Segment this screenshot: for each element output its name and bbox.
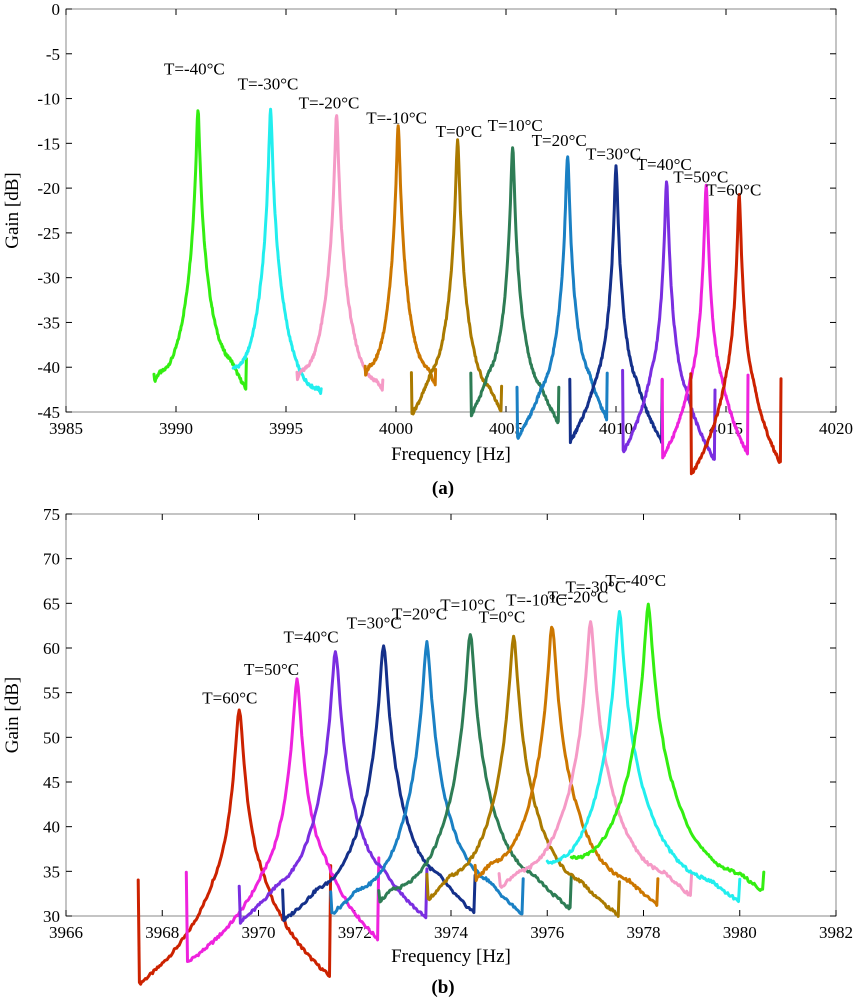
series-label: T=20°C (532, 131, 587, 150)
x-tick-label: 3990 (159, 419, 193, 438)
series-label: T=0°C (436, 122, 483, 141)
x-tick-label: 3972 (338, 923, 372, 942)
series-line (497, 620, 694, 897)
series-label: T=10°C (488, 116, 543, 135)
series-line (469, 146, 561, 425)
series-line (231, 107, 323, 395)
series-line (568, 164, 664, 445)
series-line (363, 124, 438, 387)
y-tick-label: -45 (37, 403, 60, 422)
y-tick-label: 75 (43, 505, 60, 524)
panel-a-chart: 3985 3990 3995 4000 4005 4010 4015 40200-5-10-1… (2, 0, 853, 499)
y-tick-label: -20 (37, 179, 60, 198)
y-tick-label: -10 (37, 90, 60, 109)
y-tick-label: -15 (37, 134, 60, 153)
series-line (660, 183, 750, 460)
series-label: T=-30°C (238, 74, 299, 93)
y-tick-label: 65 (43, 594, 60, 613)
series-line (377, 633, 573, 911)
series-label: T=-20°C (299, 94, 360, 113)
series-label: T=-40°C (605, 571, 666, 590)
series-line (237, 650, 429, 925)
y-axis-label: Gain [dB] (2, 677, 23, 754)
series-label: T=0°C (479, 607, 526, 626)
series-line (295, 114, 385, 392)
series-label: T=-20°C (548, 587, 609, 606)
x-tick-label: 3982 (819, 923, 853, 942)
y-tick-label: 55 (43, 684, 60, 703)
panel-label: (b) (431, 977, 454, 998)
panel-b-chart: 3966 3968 3970 3972 3974 3976 3978 3980 3982 75 70… (2, 505, 853, 998)
y-tick-label: -5 (46, 45, 60, 64)
x-tick-label: 3976 (530, 923, 564, 942)
y-tick-label: 45 (43, 773, 60, 792)
series-label: T=60°C (706, 180, 761, 199)
series-line (689, 193, 783, 476)
series-line (515, 155, 609, 440)
series-line (329, 640, 525, 916)
series-line (473, 625, 660, 907)
series-label: T=-30°C (565, 577, 626, 596)
x-tick-label: 3985 (49, 419, 83, 438)
x-tick-label: 4020 (819, 419, 853, 438)
series-line (569, 602, 766, 892)
y-tick-label: -30 (37, 269, 60, 288)
series-line (621, 180, 717, 461)
series-label: T=40°C (637, 155, 692, 174)
series-label: T=30°C (586, 145, 641, 164)
series-line (545, 610, 742, 903)
series-label: T=-10°C (506, 591, 567, 610)
x-tick-label: 3980 (723, 923, 757, 942)
series-line (425, 634, 621, 918)
series-label: T=10°C (440, 596, 495, 615)
series-label: T=30°C (347, 613, 402, 632)
plot-frame (65, 8, 837, 413)
x-axis-label: Frequency [Hz] (391, 946, 511, 967)
plot-frame (65, 513, 837, 917)
series-line (281, 644, 477, 922)
panel-label: (a) (432, 478, 454, 499)
series-label: T=-40°C (164, 59, 225, 78)
x-tick-label: 4010 (599, 419, 633, 438)
x-tick-label: 3970 (242, 923, 276, 942)
x-tick-label: 3974 (434, 923, 469, 942)
x-tick-label: 4005 (489, 419, 523, 438)
y-tick-label: -35 (37, 313, 60, 332)
series-line (136, 708, 333, 986)
series-label: T=20°C (392, 605, 447, 624)
y-tick-label: 0 (52, 0, 61, 19)
series-line (152, 109, 248, 391)
x-tick-label: 3968 (145, 923, 179, 942)
y-tick-label: -40 (37, 358, 60, 377)
y-tick-label: 70 (43, 550, 60, 569)
series-label: T=50°C (673, 167, 728, 186)
y-tick-label: 30 (43, 907, 60, 926)
y-tick-label: 60 (43, 639, 60, 658)
x-tick-label: 4000 (379, 419, 413, 438)
x-tick-label: 3995 (269, 419, 303, 438)
series-line (409, 138, 504, 416)
y-tick-label: 50 (43, 728, 60, 747)
y-tick-label: 35 (43, 862, 60, 881)
series-label: T=60°C (202, 689, 257, 708)
x-axis-label: Frequency [Hz] (391, 444, 511, 465)
x-tick-label: 3978 (627, 923, 661, 942)
y-axis-label: Gain [dB] (2, 172, 23, 249)
series-label: T=40°C (284, 628, 339, 647)
y-tick-label: -25 (37, 224, 60, 243)
x-tick-label: 3966 (49, 923, 83, 942)
y-tick-label: 40 (43, 818, 60, 837)
series-label: T=50°C (244, 660, 299, 679)
series-label: T=-10°C (366, 108, 427, 127)
